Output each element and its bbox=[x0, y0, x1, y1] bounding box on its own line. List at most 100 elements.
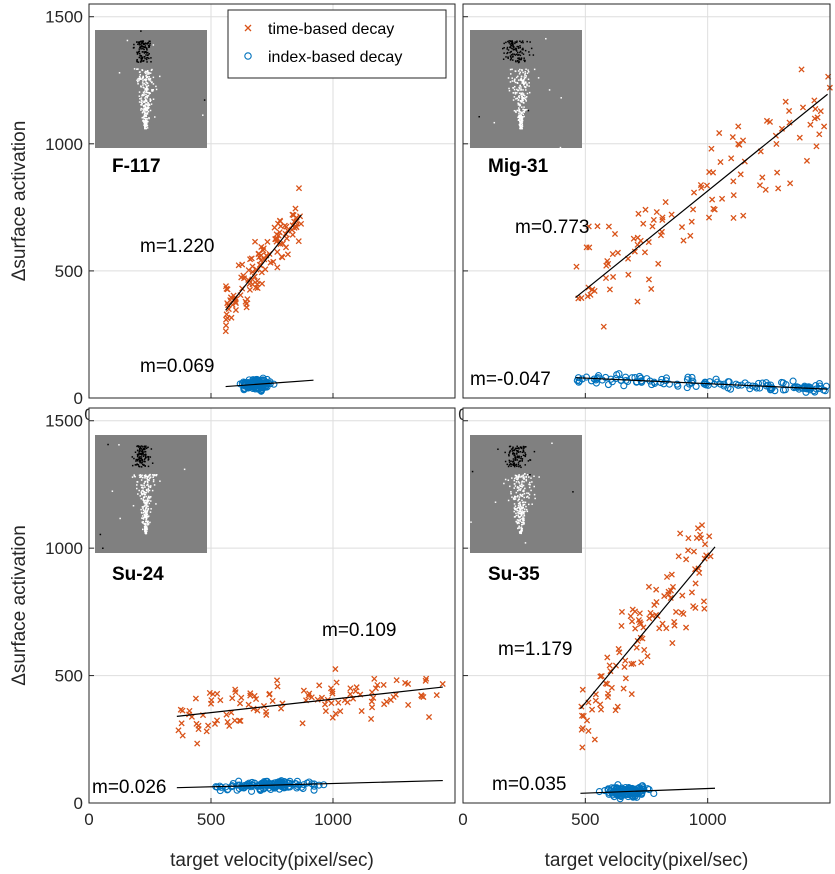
inset-dot bbox=[523, 84, 525, 86]
inset-dot bbox=[143, 525, 146, 528]
inset-dot bbox=[517, 45, 520, 48]
inset-dot bbox=[147, 520, 149, 523]
inset-dot bbox=[519, 504, 522, 506]
time-point bbox=[632, 625, 639, 632]
inset-dot bbox=[513, 454, 515, 457]
time-point bbox=[652, 611, 660, 619]
inset-dot bbox=[146, 96, 149, 99]
time-point bbox=[228, 314, 235, 321]
inset-dot bbox=[518, 73, 521, 75]
inset-dot bbox=[134, 475, 136, 478]
inset-dot bbox=[522, 93, 525, 95]
time-point bbox=[730, 178, 737, 185]
inset-dot bbox=[534, 497, 536, 500]
inset-dot bbox=[529, 481, 531, 484]
inset-dot bbox=[99, 533, 102, 536]
inset-dot bbox=[138, 456, 140, 459]
inset-dot bbox=[523, 97, 526, 100]
time-point bbox=[644, 653, 651, 660]
inset-dot bbox=[522, 99, 524, 102]
inset-dot bbox=[140, 475, 142, 477]
inset-dot bbox=[526, 473, 529, 476]
index-fit-line bbox=[225, 379, 314, 388]
inset-dot bbox=[131, 476, 134, 478]
time-point bbox=[298, 220, 305, 227]
inset-dot bbox=[517, 499, 519, 502]
time-point bbox=[594, 223, 601, 230]
time-point bbox=[295, 185, 303, 192]
inset-dot bbox=[521, 460, 523, 462]
inset-dot bbox=[508, 455, 510, 457]
inset-dot bbox=[518, 476, 520, 478]
inset-dot bbox=[141, 116, 144, 119]
inset-dot bbox=[528, 486, 531, 489]
index-point bbox=[253, 376, 262, 385]
inset-dot bbox=[141, 77, 144, 80]
inset-dot bbox=[520, 92, 522, 95]
inset-dot bbox=[524, 74, 526, 76]
inset-dot bbox=[521, 119, 524, 122]
inset-dot bbox=[144, 106, 147, 108]
inset-dot bbox=[202, 114, 204, 116]
time-point bbox=[688, 218, 695, 225]
inset-dot bbox=[523, 57, 525, 59]
inset-dot bbox=[139, 97, 141, 100]
inset-dot bbox=[506, 48, 508, 50]
inset-dot bbox=[151, 90, 154, 92]
inset-dot bbox=[471, 470, 474, 473]
inset-dot bbox=[144, 493, 147, 496]
inset-dot bbox=[140, 457, 143, 460]
index-point bbox=[815, 380, 823, 388]
inset-dot bbox=[513, 479, 516, 482]
inset-dot bbox=[143, 511, 146, 513]
inset-dot bbox=[145, 52, 148, 54]
inset-dot bbox=[137, 464, 140, 466]
inset-dot bbox=[138, 101, 141, 103]
inset-dot bbox=[144, 83, 147, 86]
inset-dot bbox=[144, 448, 146, 451]
inset-dot bbox=[494, 501, 497, 503]
inset-dot bbox=[148, 93, 151, 95]
time-point bbox=[329, 690, 336, 697]
inset-dot bbox=[146, 475, 149, 478]
aircraft-inset-image bbox=[470, 435, 582, 553]
inset-dot bbox=[138, 489, 140, 492]
time-point bbox=[737, 171, 744, 178]
time-fit-line bbox=[176, 686, 443, 717]
inset-dot bbox=[144, 122, 147, 125]
index-fit-line bbox=[575, 377, 828, 390]
inset-dot bbox=[513, 79, 516, 81]
index-point bbox=[245, 379, 253, 387]
inset-dot bbox=[508, 445, 511, 448]
time-point bbox=[353, 684, 360, 691]
inset-dot bbox=[141, 484, 143, 487]
inset-dot bbox=[144, 115, 146, 117]
inset-dot bbox=[518, 531, 521, 533]
inset-dot bbox=[137, 78, 139, 80]
inset-dot bbox=[146, 70, 149, 72]
inset-dot bbox=[522, 113, 525, 116]
inset-dot bbox=[145, 507, 148, 509]
index-point bbox=[582, 373, 590, 381]
inset-dot bbox=[145, 512, 147, 515]
time-point bbox=[774, 169, 781, 176]
inset-dot bbox=[141, 46, 144, 48]
time-point bbox=[269, 697, 276, 705]
time-point bbox=[621, 663, 628, 671]
inset-dot bbox=[145, 455, 147, 458]
time-point bbox=[282, 244, 290, 251]
time-point bbox=[690, 603, 697, 610]
inset-dot bbox=[514, 457, 516, 459]
inset-dot bbox=[522, 48, 524, 51]
inset-dot bbox=[524, 76, 527, 79]
inset-dot bbox=[527, 109, 530, 112]
inset-dot bbox=[146, 89, 148, 92]
time-point bbox=[264, 238, 271, 245]
inset-dot bbox=[147, 458, 150, 460]
inset-dot bbox=[148, 479, 150, 482]
inset-dot bbox=[142, 84, 144, 86]
inset-dot bbox=[140, 104, 142, 106]
inset-dot bbox=[528, 54, 531, 56]
time-point bbox=[631, 608, 639, 615]
inset-dot bbox=[144, 127, 146, 130]
